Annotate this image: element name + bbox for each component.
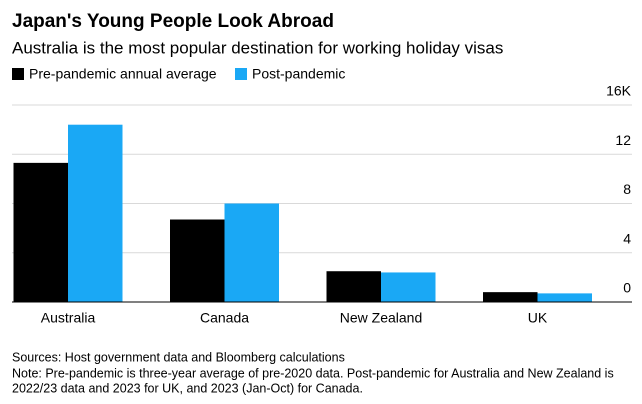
bar (381, 272, 436, 302)
chart-title: Japan's Young People Look Abroad (12, 11, 334, 32)
y-tick-label: 0 (623, 280, 631, 296)
chart-subtitle: Australia is the most popular destinatio… (12, 38, 503, 57)
bar (13, 162, 68, 302)
bar (537, 293, 592, 302)
x-tick-label: UK (528, 310, 548, 326)
bar (224, 203, 279, 302)
legend-label: Pre-pandemic annual average (29, 66, 217, 82)
bar (170, 219, 225, 302)
x-tick-label: Australia (41, 310, 96, 326)
sources: Sources: Host government data and Bloomb… (12, 350, 345, 364)
y-tick-label: 16K (606, 83, 632, 99)
legend-swatch (12, 68, 24, 80)
bar (326, 271, 381, 302)
x-tick-label: New Zealand (340, 310, 423, 326)
legend-swatch (235, 68, 247, 80)
legend-label: Post-pandemic (252, 66, 345, 82)
bar (483, 292, 538, 302)
y-tick-label: 12 (615, 132, 631, 148)
y-tick-label: 8 (623, 181, 631, 197)
bar (68, 124, 123, 302)
note: Note: Pre-pandemic is three-year average… (12, 366, 614, 380)
note: 2022/23 data and 2023 for UK, and 2023 (… (12, 381, 363, 395)
x-tick-label: Canada (200, 310, 249, 326)
y-tick-label: 4 (623, 230, 631, 246)
